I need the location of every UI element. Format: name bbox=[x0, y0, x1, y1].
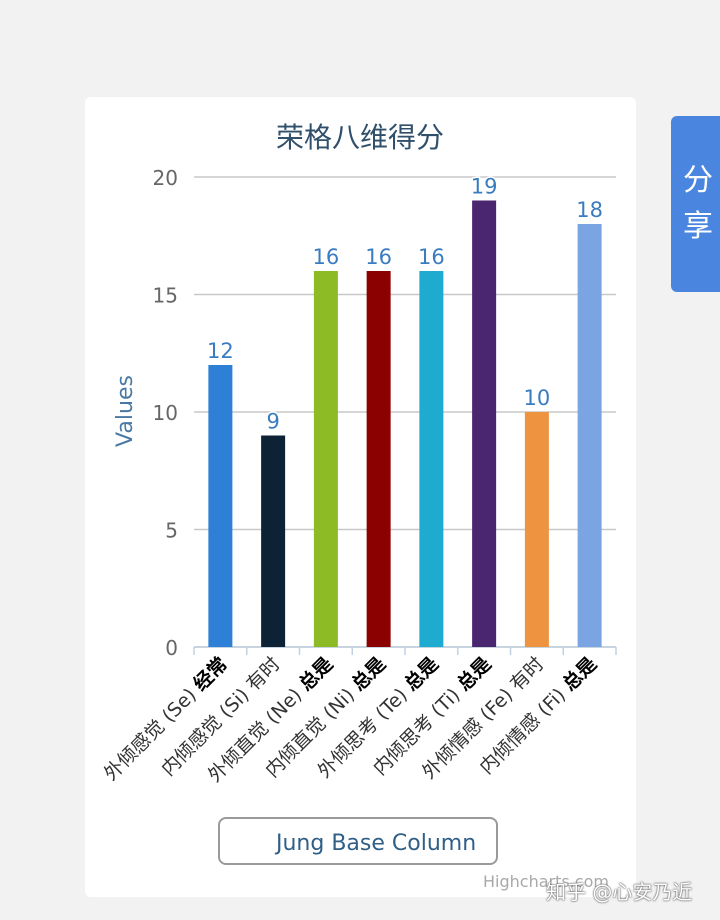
data-label: 16 bbox=[365, 245, 392, 269]
bar[interactable] bbox=[261, 435, 286, 648]
data-label: 9 bbox=[266, 410, 279, 434]
legend-item[interactable]: Jung Base Column bbox=[218, 817, 498, 865]
data-label: 18 bbox=[576, 198, 603, 222]
chart-title: 荣格八维得分 bbox=[276, 121, 444, 154]
share-char-2: 享 bbox=[683, 209, 713, 244]
bar[interactable] bbox=[208, 365, 233, 647]
y-tick-label: 10 bbox=[153, 401, 178, 425]
data-labels: 12 9 16 16 16 19 10 18 bbox=[206, 173, 605, 435]
bar[interactable] bbox=[419, 271, 444, 647]
data-label: 16 bbox=[313, 245, 340, 269]
bars bbox=[208, 200, 602, 648]
bar[interactable] bbox=[524, 412, 549, 647]
y-tick-label: 20 bbox=[153, 166, 178, 190]
bar[interactable] bbox=[313, 271, 338, 647]
y-axis-label: Values bbox=[113, 375, 138, 447]
share-tab[interactable]: 分 享 bbox=[671, 116, 720, 292]
share-char-1: 分 bbox=[683, 163, 713, 198]
legend-label: Jung Base Column bbox=[276, 831, 477, 856]
bar[interactable] bbox=[577, 224, 602, 647]
credits-link[interactable]: Highcharts.com bbox=[483, 872, 609, 891]
grid-lines bbox=[193, 176, 617, 655]
y-tick-label: 15 bbox=[153, 284, 178, 308]
data-label: 19 bbox=[471, 175, 498, 199]
watermark: 知乎 @心安乃近 bbox=[546, 880, 693, 904]
bar[interactable] bbox=[366, 271, 391, 647]
data-label: 12 bbox=[207, 339, 234, 363]
y-tick-labels: 0 5 10 15 20 bbox=[153, 166, 178, 660]
bar[interactable] bbox=[472, 200, 497, 648]
y-tick-label: 0 bbox=[165, 636, 178, 660]
y-tick-label: 5 bbox=[165, 519, 178, 543]
data-label: 16 bbox=[418, 245, 445, 269]
data-label: 10 bbox=[524, 386, 551, 410]
